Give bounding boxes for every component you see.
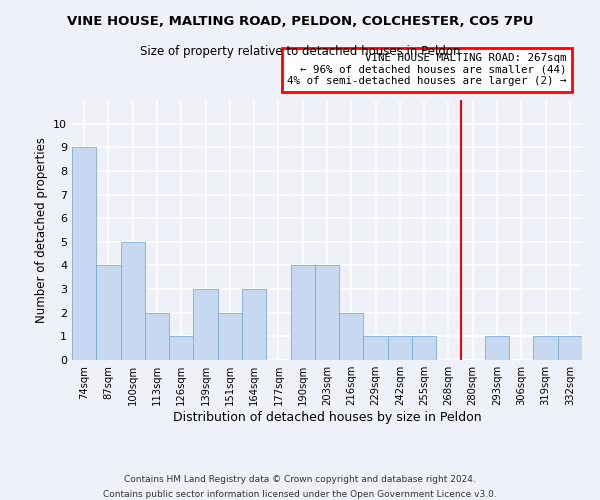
Text: VINE HOUSE MALTING ROAD: 267sqm
← 96% of detached houses are smaller (44)
4% of : VINE HOUSE MALTING ROAD: 267sqm ← 96% of…	[287, 53, 567, 86]
Bar	[364, 336, 388, 360]
Bar	[169, 336, 193, 360]
Bar	[558, 336, 582, 360]
Bar	[121, 242, 145, 360]
Bar	[242, 289, 266, 360]
Bar	[145, 312, 169, 360]
Bar	[315, 266, 339, 360]
Text: Contains HM Land Registry data © Crown copyright and database right 2024.: Contains HM Land Registry data © Crown c…	[124, 475, 476, 484]
Bar	[72, 148, 96, 360]
Bar	[412, 336, 436, 360]
Y-axis label: Number of detached properties: Number of detached properties	[35, 137, 47, 323]
X-axis label: Distribution of detached houses by size in Peldon: Distribution of detached houses by size …	[173, 411, 481, 424]
Bar	[339, 312, 364, 360]
Text: Size of property relative to detached houses in Peldon: Size of property relative to detached ho…	[140, 45, 460, 58]
Bar	[218, 312, 242, 360]
Text: Contains public sector information licensed under the Open Government Licence v3: Contains public sector information licen…	[103, 490, 497, 499]
Bar	[485, 336, 509, 360]
Bar	[193, 289, 218, 360]
Text: VINE HOUSE, MALTING ROAD, PELDON, COLCHESTER, CO5 7PU: VINE HOUSE, MALTING ROAD, PELDON, COLCHE…	[67, 15, 533, 28]
Bar	[96, 266, 121, 360]
Bar	[388, 336, 412, 360]
Bar	[290, 266, 315, 360]
Bar	[533, 336, 558, 360]
